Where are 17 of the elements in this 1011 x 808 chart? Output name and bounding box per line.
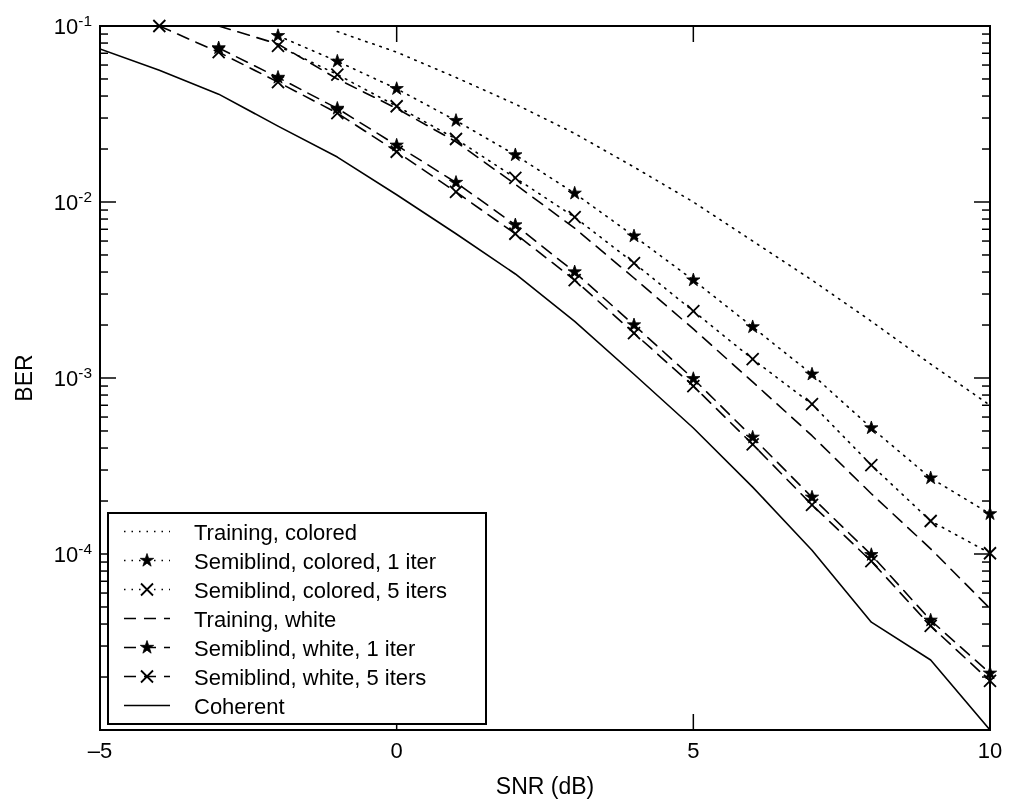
x-tick-label: 5 [687, 738, 700, 763]
y-axis-title: BER [11, 354, 37, 402]
legend-label: Semiblind, colored, 1 iter [194, 548, 437, 574]
y-tick-label: 10$^{-1}$ [53, 11, 92, 39]
legend-label: Semiblind, white, 1 iter [194, 635, 416, 661]
x-axis-title: SNR (dB) [495, 773, 595, 799]
legend-label: Training, white [194, 606, 337, 632]
x-tick-label: 10 [977, 738, 1003, 763]
y-tick-label: 10$^{-4}$ [53, 539, 93, 567]
legend-label: Coherent [194, 693, 285, 719]
x-tick-label: –5 [87, 738, 113, 763]
y-tick-label: 10$^{-3}$ [53, 363, 92, 391]
legend-label: Semiblind, colored, 5 iters [194, 577, 448, 603]
legend-label: Semiblind, white, 5 iters [194, 664, 427, 690]
legend-label: Training, colored [194, 519, 358, 545]
y-tick-label: 10$^{-2}$ [53, 187, 92, 215]
x-tick-label: 0 [390, 738, 403, 763]
